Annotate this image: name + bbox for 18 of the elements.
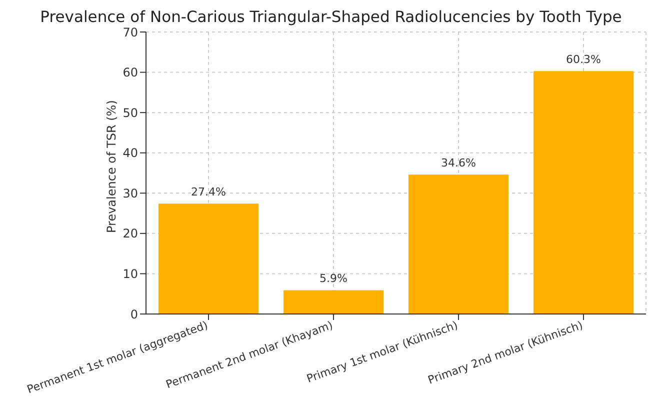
bar [408, 174, 508, 314]
chart-title: Prevalence of Non-Carious Triangular-Shaped Radiolucencies by Tooth Type [39, 8, 623, 26]
y-tick-label: 50 [122, 106, 138, 120]
data-label: 34.6% [441, 156, 476, 170]
bar [534, 71, 634, 314]
y-tick-label: 40 [122, 146, 138, 160]
data-label: 60.3% [566, 53, 601, 66]
y-tick-label: 60 [122, 66, 138, 80]
y-axis-title: Prevalence of TSR (%) [104, 100, 118, 233]
data-label: 27.4% [191, 186, 226, 199]
y-tick-label: 70 [122, 25, 138, 40]
y-tick-label: 10 [122, 266, 138, 281]
y-tick-label: 0 [130, 307, 138, 322]
y-tick-label: 20 [122, 226, 138, 241]
bar [158, 204, 258, 314]
bar [284, 290, 384, 314]
y-tick-label: 30 [122, 186, 138, 200]
data-label: 5.9% [320, 272, 348, 286]
